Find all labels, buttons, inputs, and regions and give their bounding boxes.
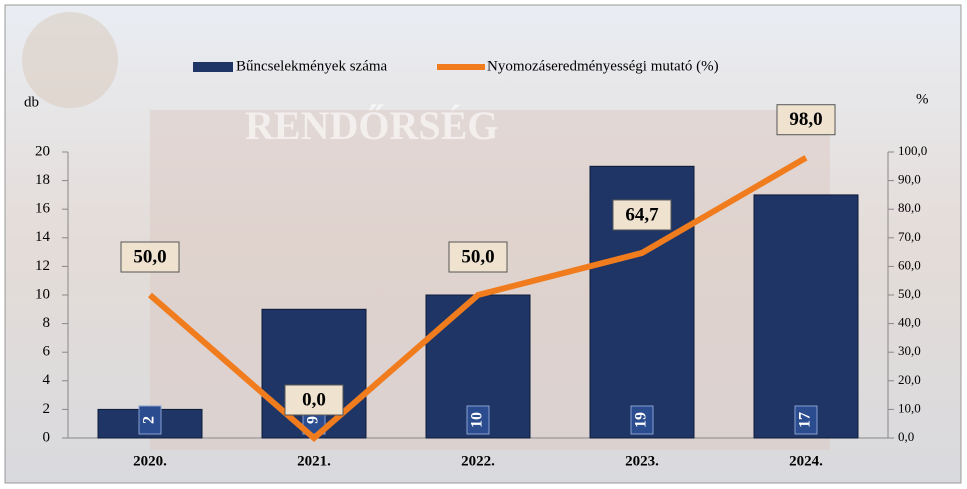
data-label-box (284, 384, 344, 416)
y-tick-label: 4 (43, 372, 51, 388)
x-tick-label: 2021. (297, 453, 331, 469)
x-tick-label: 2022. (461, 453, 495, 469)
bar-label-box (466, 405, 490, 435)
y2-axis-label: % (916, 91, 929, 107)
data-label: 50,0 (133, 246, 166, 267)
bar-label: 17 (797, 412, 814, 428)
bar-label: 10 (469, 412, 486, 428)
y-tick-label: 10 (35, 286, 50, 302)
y-tick-label: 6 (43, 344, 51, 360)
x-tick-label: 2020. (133, 453, 167, 469)
y-axis-label: db (24, 94, 39, 110)
y-tick-label: 20 (35, 143, 50, 159)
data-label-box (120, 241, 180, 273)
x-tick-label: 2023. (625, 453, 659, 469)
data-label-box (612, 199, 672, 231)
y2-tick-label: 30,0 (898, 343, 921, 358)
data-label: 98,0 (789, 109, 822, 130)
legend-label: Nyomozáseredményességi mutató (%) (487, 58, 719, 74)
y2-tick-label: 100,0 (898, 143, 927, 158)
logo (22, 12, 118, 108)
y-tick-label: 14 (35, 229, 51, 245)
y2-tick-label: 40,0 (898, 315, 921, 330)
bar-label-box (630, 405, 654, 435)
y2-tick-label: 10,0 (898, 400, 921, 415)
data-label: 64,7 (625, 204, 659, 225)
y2-tick-label: 70,0 (898, 229, 921, 244)
line (148, 155, 808, 442)
y-tick-label: 0 (43, 429, 51, 445)
x-tick-label: 2024. (789, 453, 823, 469)
y-tick-label: 16 (35, 201, 51, 217)
watermark: RENDŐRSÉG (245, 103, 498, 148)
y-tick-label: 2 (43, 401, 51, 417)
legend-label: Bűncselekmények száma (236, 58, 388, 74)
y-tick-label: 8 (43, 315, 51, 331)
y2-tick-label: 20,0 (898, 372, 921, 387)
bar-label: 2 (141, 416, 158, 424)
y-tick-label: 18 (35, 172, 50, 188)
bar (753, 194, 859, 439)
y2-tick-label: 50,0 (898, 286, 921, 301)
y-tick-label: 12 (35, 258, 50, 274)
bar-label-box (138, 405, 162, 435)
y2-tick-label: 90,0 (898, 172, 921, 187)
y2-tick-label: 0,0 (898, 429, 914, 444)
data-label-box (776, 104, 836, 136)
data-label: 50,0 (461, 246, 494, 267)
bar-label: 9 (305, 416, 322, 424)
bar-label: 19 (633, 412, 650, 428)
y2-tick-label: 60,0 (898, 257, 921, 272)
data-label: 0,0 (302, 389, 326, 410)
y2-tick-label: 80,0 (898, 200, 921, 215)
bar-label-box (794, 405, 818, 435)
legend-swatch (193, 62, 233, 72)
data-label-box (448, 241, 508, 273)
